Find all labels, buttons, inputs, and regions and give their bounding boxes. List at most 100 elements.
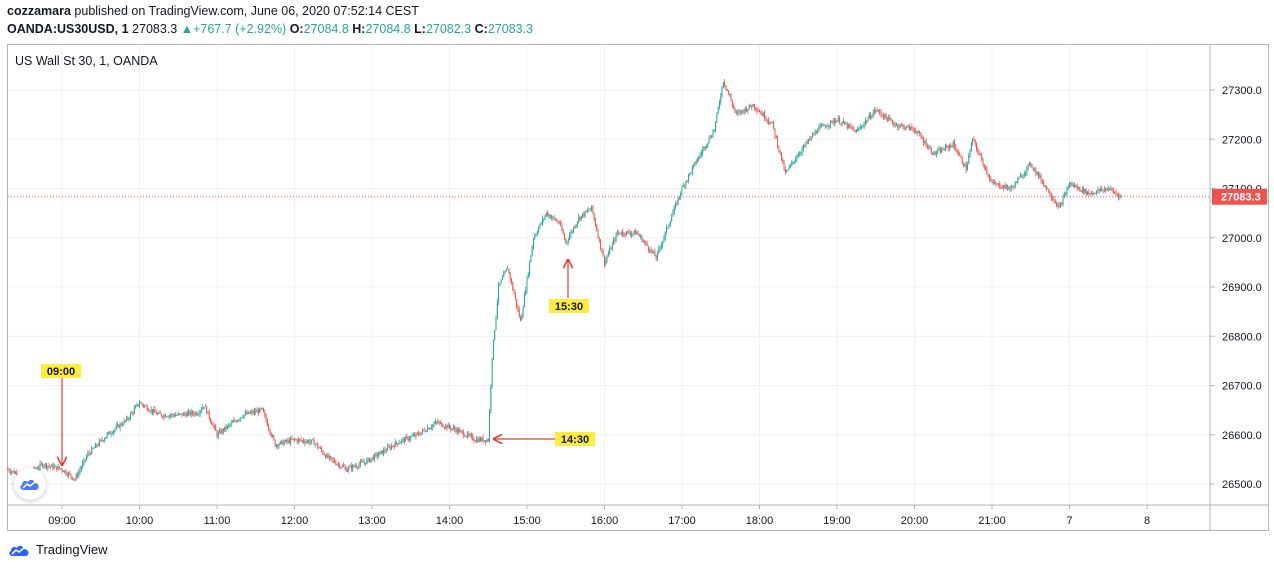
candle-body (180, 413, 182, 415)
candle-body (859, 126, 861, 129)
candle-body (915, 130, 917, 134)
candle-body (910, 126, 912, 130)
low-value: 27082.3 (425, 22, 472, 36)
candle-body (314, 443, 316, 445)
candle-body (179, 413, 181, 415)
candle-body (390, 446, 392, 449)
candle-body (729, 93, 731, 97)
candle-body (11, 471, 13, 473)
candle-body (124, 420, 126, 422)
candle-body (365, 462, 367, 464)
candle-body (78, 471, 80, 477)
candle-body (217, 432, 219, 437)
candle-body (98, 440, 100, 446)
candle-body (941, 148, 943, 153)
candle-body (12, 470, 14, 472)
candle-body (164, 414, 166, 418)
chart-frame[interactable] (7, 44, 1269, 531)
candle-body (642, 241, 644, 242)
candle-body (656, 251, 658, 259)
high-value: 27084.8 (365, 22, 411, 36)
candle-body (199, 410, 201, 414)
candle-body (370, 458, 372, 462)
candle-body (775, 135, 777, 138)
candle-body (211, 421, 213, 425)
candle-body (1008, 187, 1010, 190)
candle-body (397, 443, 399, 445)
candle-body (950, 145, 952, 147)
candle-body (374, 454, 376, 460)
candle-body (938, 149, 940, 151)
candle-body (911, 126, 913, 129)
candle-body (588, 210, 590, 212)
candle-body (1093, 192, 1095, 194)
candle-body (153, 409, 155, 413)
time-axis: 09:00 10:00 11:00 12:00 13:00 14:00 15:00 16:00… (8, 504, 1268, 527)
candle-body (358, 464, 360, 468)
candle-body (503, 273, 505, 278)
candle-body (439, 422, 441, 424)
footer-brand[interactable]: TradingView (8, 542, 108, 557)
candle-body (376, 453, 378, 457)
candle-body (769, 122, 771, 124)
candle-body (115, 425, 117, 429)
candle-body (449, 424, 450, 428)
candle-body (109, 431, 111, 435)
candle-body (405, 436, 407, 442)
candle-body (534, 235, 536, 239)
candle-body (300, 439, 302, 441)
candle-body (1034, 169, 1036, 170)
candle-body (148, 410, 150, 411)
candle-body (924, 141, 926, 143)
candle-body (1007, 184, 1008, 188)
candle-body (756, 109, 758, 111)
candle-body (1114, 192, 1116, 193)
candle-body (797, 154, 799, 158)
candle-body (233, 420, 235, 423)
candle-body (166, 416, 168, 418)
candle-body (580, 215, 582, 220)
candle-body (713, 130, 715, 132)
candle-body (675, 203, 677, 208)
candle-body (356, 466, 357, 468)
candle-body (129, 413, 131, 419)
tradingview-badge[interactable] (14, 468, 46, 500)
candle-body (796, 157, 798, 160)
candle-body (722, 81, 724, 87)
candle-body (456, 429, 458, 433)
candle-body (480, 438, 481, 441)
candle-body (605, 259, 607, 265)
publisher-name[interactable]: cozzamara (7, 4, 71, 18)
ohlc-legend: OANDA:US30USD, 1 27083.3 ▲+767.7 (+2.92%… (7, 22, 533, 36)
candle-body (13, 470, 15, 474)
candle-body (159, 412, 161, 415)
candle-body (401, 439, 403, 443)
candle-body (746, 108, 748, 112)
candle-body (839, 118, 841, 124)
candle-body (1118, 194, 1120, 198)
candle-body (1087, 191, 1089, 195)
candle-body (849, 124, 851, 127)
candle-body (213, 425, 215, 427)
candle-body (162, 416, 164, 418)
candle-body (903, 125, 905, 129)
candle-body (666, 227, 667, 232)
candle-body (104, 438, 106, 441)
candle-body (957, 152, 959, 155)
candle-body (914, 129, 915, 131)
candle-body (406, 436, 408, 438)
candle-body (879, 110, 881, 113)
x-tick-label: 7 (1066, 515, 1072, 527)
candle-body (55, 465, 57, 467)
candle-body (454, 427, 456, 430)
candle-body (644, 241, 646, 243)
candle-body (1088, 191, 1090, 195)
candle-body (625, 231, 627, 236)
candle-body (393, 446, 395, 448)
candle-body (730, 96, 732, 101)
candle-body (451, 428, 453, 430)
candle-body (892, 120, 894, 124)
candle-body (1018, 176, 1020, 179)
candle-body (421, 429, 423, 433)
